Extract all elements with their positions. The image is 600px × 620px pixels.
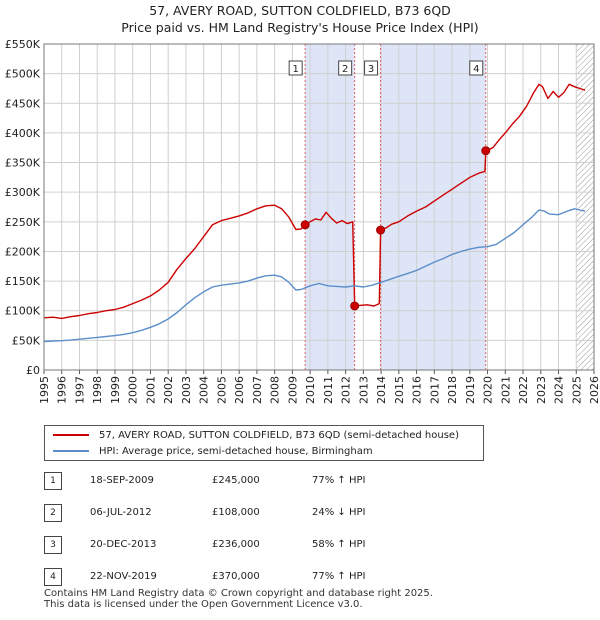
- legend-swatch-hpi: [53, 450, 89, 452]
- y-tick-label: £100K: [5, 305, 41, 318]
- x-tick-label: 2017: [428, 376, 441, 404]
- y-tick-label: £550K: [5, 38, 41, 51]
- sale-point: [481, 146, 491, 156]
- sale-hpi-diff: 58% ↑ HPI: [312, 539, 366, 550]
- x-tick-label: 2011: [322, 376, 335, 404]
- footer: Contains HM Land Registry data © Crown c…: [44, 588, 584, 610]
- sale-marker-label: 2: [342, 64, 348, 75]
- sale-marker-box: [364, 60, 379, 76]
- sale-date: 06-JUL-2012: [90, 507, 152, 518]
- x-tick-label: 2008: [269, 376, 282, 404]
- sale-number: 1: [44, 472, 62, 490]
- legend-label-hpi: HPI: Average price, semi-detached house,…: [99, 446, 373, 457]
- legend-item-hpi: HPI: Average price, semi-detached house,…: [53, 444, 373, 460]
- sale-marker-box: [338, 60, 353, 76]
- legend-swatch-property: [53, 434, 89, 436]
- plot-frame: [43, 43, 595, 371]
- sale-hpi-diff: 77% ↑ HPI: [312, 571, 366, 582]
- x-tick-label: 2006: [233, 376, 246, 404]
- footer-copyright: Contains HM Land Registry data © Crown c…: [44, 588, 433, 599]
- shaded-period: [380, 44, 486, 370]
- shaded-period: [305, 44, 355, 370]
- sale-point: [300, 220, 310, 230]
- x-tick-label: 1996: [56, 376, 69, 404]
- x-tick-label: 2002: [162, 376, 175, 404]
- table-row: 2 06-JUL-2012 £108,000 24% ↓ HPI: [44, 504, 444, 522]
- x-tick-label: 2015: [393, 376, 406, 404]
- x-tick-label: 1999: [109, 376, 122, 404]
- x-tick-label: 2014: [375, 376, 388, 404]
- sale-date: 18-SEP-2009: [90, 475, 154, 486]
- future-hatch-area: [576, 44, 594, 370]
- x-tick-label: 2005: [215, 376, 228, 404]
- x-tick-label: 2018: [446, 376, 459, 404]
- chart-title-line1: 57, AVERY ROAD, SUTTON COLDFIELD, B73 6Q…: [149, 3, 451, 18]
- sale-price: £370,000: [212, 571, 260, 582]
- x-tick-label: 2016: [411, 376, 424, 404]
- sale-price: £245,000: [212, 475, 260, 486]
- x-tick-label: 2007: [251, 376, 264, 404]
- y-tick-label: £50K: [12, 334, 41, 347]
- x-tick-label: 2021: [499, 376, 512, 404]
- x-tick-label: 2023: [535, 376, 548, 404]
- y-tick-label: £450K: [5, 97, 41, 110]
- sale-number: 2: [44, 504, 62, 522]
- sale-marker-label: 3: [368, 64, 374, 75]
- legend-item-property: 57, AVERY ROAD, SUTTON COLDFIELD, B73 6Q…: [53, 428, 459, 444]
- x-tick-label: 2000: [127, 376, 140, 404]
- y-tick-label: £200K: [5, 245, 41, 258]
- x-tick-label: 1995: [38, 376, 51, 404]
- x-tick-label: 2022: [517, 376, 530, 404]
- x-tick-label: 2024: [553, 376, 566, 404]
- footer-licence: This data is licensed under the Open Gov…: [44, 599, 363, 610]
- y-tick-label: £250K: [5, 216, 41, 229]
- y-tick-label: £350K: [5, 157, 41, 170]
- y-tick-label: £0: [26, 364, 40, 377]
- sale-point: [376, 225, 386, 235]
- x-tick-label: 2012: [340, 376, 353, 404]
- sale-point: [350, 301, 360, 311]
- sale-price: £236,000: [212, 539, 260, 550]
- price-chart: £0 £50K £100K £150K £200K £250K £300K £350K £400…: [5, 38, 600, 404]
- x-tick-label: 2003: [180, 376, 193, 404]
- y-tick-label: £400K: [5, 127, 41, 140]
- sale-hpi-diff: 24% ↓ HPI: [312, 507, 366, 518]
- chart-title: 57, AVERY ROAD, SUTTON COLDFIELD, B73 6Q…: [0, 2, 600, 36]
- x-tick-label: 2026: [588, 376, 600, 404]
- sale-number: 3: [44, 536, 62, 554]
- sale-marker-label: 4: [473, 64, 479, 75]
- x-tick-label: 2010: [304, 376, 317, 404]
- sale-date: 20-DEC-2013: [90, 539, 157, 550]
- sale-number: 4: [44, 568, 62, 586]
- x-tick-label: 2001: [144, 376, 157, 404]
- sale-marker-label: 1: [292, 64, 298, 75]
- sale-price: £108,000: [212, 507, 260, 518]
- x-tick-label: 2025: [570, 376, 583, 404]
- legend-label-property: 57, AVERY ROAD, SUTTON COLDFIELD, B73 6Q…: [99, 430, 459, 441]
- table-row: 4 22-NOV-2019 £370,000 77% ↑ HPI: [44, 568, 444, 586]
- x-tick-label: 2019: [464, 376, 477, 404]
- sale-marker-box: [469, 60, 484, 76]
- x-tick-label: 2004: [198, 376, 211, 404]
- x-tick-label: 2013: [357, 376, 370, 404]
- x-tick-label: 1998: [91, 376, 104, 404]
- sale-marker-box: [288, 60, 303, 76]
- table-row: 1 18-SEP-2009 £245,000 77% ↑ HPI: [44, 472, 444, 490]
- sale-hpi-diff: 77% ↑ HPI: [312, 475, 366, 486]
- x-tick-label: 2020: [482, 376, 495, 404]
- x-tick-label: 1997: [73, 376, 86, 404]
- x-tick-label: 2009: [286, 376, 299, 404]
- y-tick-label: £300K: [5, 186, 41, 199]
- y-tick-label: £500K: [5, 68, 41, 81]
- sale-date: 22-NOV-2019: [90, 571, 157, 582]
- chart-subtitle: Price paid vs. HM Land Registry's House …: [121, 20, 479, 35]
- property-price-line: [44, 83, 586, 320]
- legend: 57, AVERY ROAD, SUTTON COLDFIELD, B73 6Q…: [44, 425, 484, 461]
- hpi-line: [44, 208, 586, 343]
- y-tick-label: £150K: [5, 275, 41, 288]
- table-row: 3 20-DEC-2013 £236,000 58% ↑ HPI: [44, 536, 444, 554]
